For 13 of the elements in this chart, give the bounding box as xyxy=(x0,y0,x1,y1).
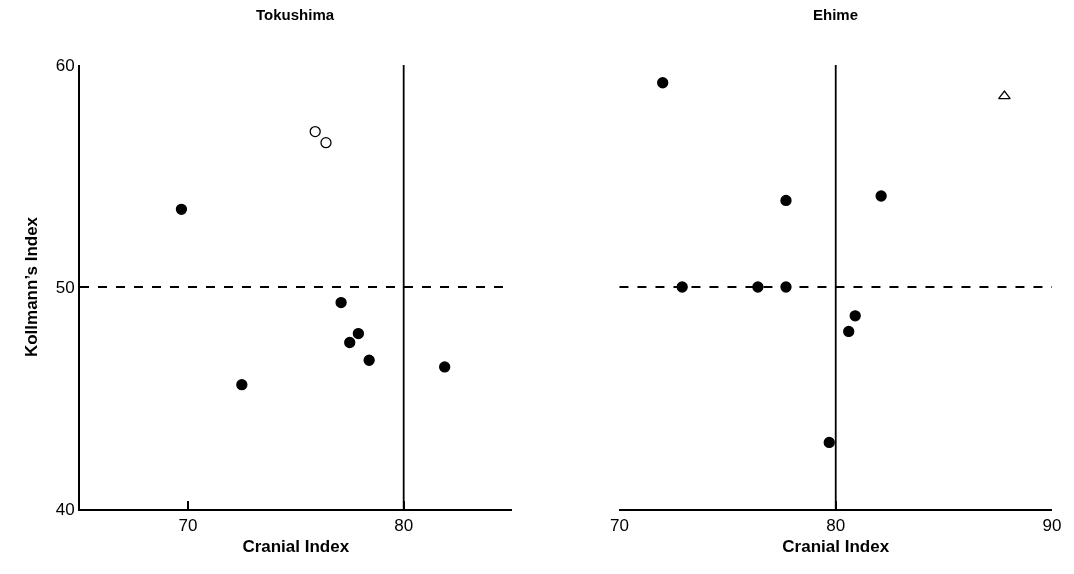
chart-title: Tokushima xyxy=(256,6,335,23)
x-axis-title: Cranial Index xyxy=(782,537,890,557)
y-axis-title: Kollmann’s Index xyxy=(21,216,41,358)
y-tick-label: 60 xyxy=(55,55,75,75)
y-tick-label: 50 xyxy=(55,277,75,297)
x-tick-label: 80 xyxy=(394,516,414,536)
x-tick-label: 70 xyxy=(610,516,629,536)
x-tick-label: 70 xyxy=(178,516,198,536)
x-tick-label: 90 xyxy=(1042,516,1062,536)
y-tick-label: 40 xyxy=(55,499,75,519)
x-axis-title: Cranial Index xyxy=(242,537,350,557)
chart-title: Ehime xyxy=(813,6,859,23)
x-tick-label: 80 xyxy=(826,516,846,536)
